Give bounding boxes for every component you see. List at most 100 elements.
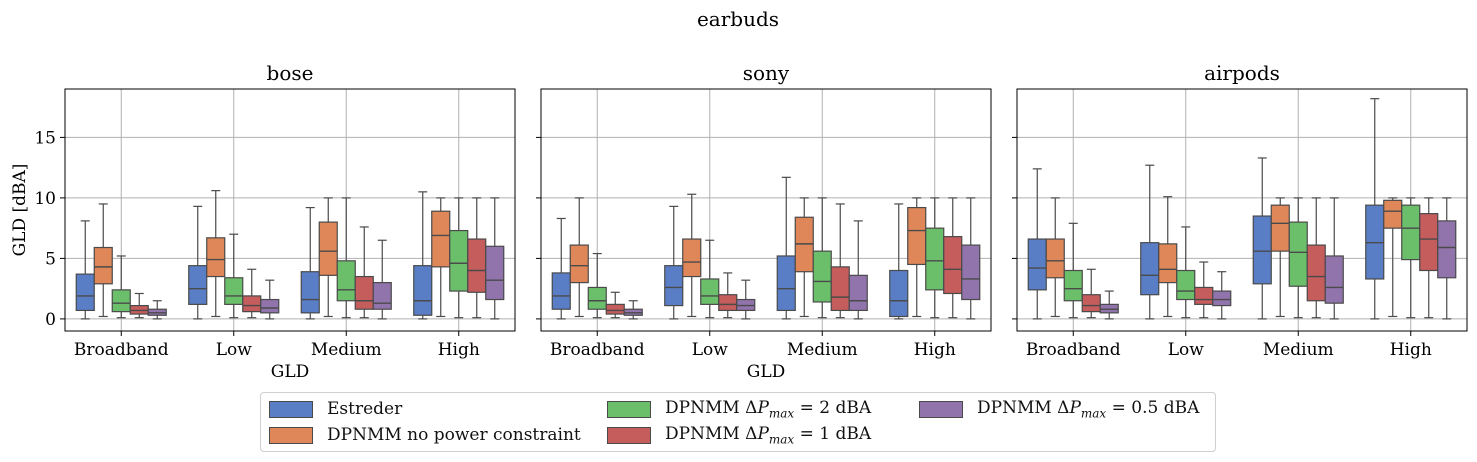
box-broadband-3: [1081, 268, 1101, 319]
legend-label: DPNMM ΔPmax = 1 dBA: [665, 423, 872, 447]
box-medium-3: [830, 203, 850, 319]
legend-item-estreder: Estreder: [269, 398, 402, 420]
box-low-4: [1212, 271, 1232, 320]
box-body: [848, 274, 868, 312]
box-body: [1212, 290, 1232, 307]
box-body: [587, 286, 607, 310]
box-body: [889, 269, 909, 318]
box-low-3: [718, 272, 738, 319]
legend-item-1dba: DPNMM ΔPmax = 1 dBA: [607, 424, 871, 446]
x-tick-label: Low: [1168, 340, 1205, 360]
box-body: [812, 250, 832, 303]
legend-item-no-power-constraint: DPNMM no power constraint: [269, 424, 581, 446]
box-high-3: [943, 197, 963, 319]
box-body: [1383, 199, 1403, 229]
box-body: [718, 294, 738, 312]
box-body: [776, 255, 796, 312]
box-broadband-1: [93, 203, 113, 318]
box-body: [336, 260, 356, 302]
box-broadband-1: [569, 197, 589, 318]
box-body: [260, 298, 280, 314]
y-tick-label: 0: [45, 310, 56, 330]
box-medium-0: [776, 176, 796, 320]
box-high-2: [925, 197, 945, 319]
box-high-4: [961, 197, 981, 320]
x-tick-label: Low: [216, 340, 253, 360]
box-body: [700, 278, 720, 305]
box-high-4: [485, 197, 505, 320]
box-body: [1401, 204, 1421, 261]
box-low-2: [224, 233, 244, 319]
legend-label: DPNMM no power constraint: [327, 425, 581, 445]
box-low-0: [188, 205, 208, 320]
x-tick-label: Low: [692, 340, 729, 360]
box-broadband-2: [587, 252, 607, 319]
box-body: [1158, 243, 1178, 284]
box-body: [1270, 204, 1290, 252]
box-body: [664, 265, 684, 307]
panel-title: sony: [743, 61, 790, 85]
x-tick-label: Broadband: [1026, 340, 1121, 360]
box-broadband-3: [605, 291, 625, 319]
box-body: [111, 289, 131, 313]
box-broadband-3: [129, 292, 149, 319]
box-body: [93, 246, 113, 285]
legend-swatch: [269, 426, 313, 444]
box-body: [449, 229, 469, 292]
box-high-1: [1383, 197, 1403, 318]
box-high-1: [907, 197, 927, 318]
box-body: [467, 238, 487, 293]
panel-sony: Broadband Low Medium High sony GLD: [536, 61, 992, 382]
legend-swatch: [607, 426, 651, 444]
box-body: [943, 236, 963, 295]
box-body: [1176, 269, 1196, 301]
x-tick-label: Medium: [1263, 340, 1334, 360]
legend-swatch: [919, 400, 963, 418]
box-body: [551, 272, 571, 310]
box-high-4: [1437, 197, 1457, 320]
x-axis-label: GLD: [747, 362, 786, 382]
box-medium-4: [1324, 197, 1344, 320]
x-tick-label: Medium: [787, 340, 858, 360]
box-body: [907, 206, 927, 266]
x-axis-label: GLD: [271, 362, 310, 382]
box-body: [1081, 294, 1101, 313]
box-broadband-2: [1063, 222, 1083, 319]
box-body: [1140, 242, 1160, 296]
box-body: [75, 273, 95, 312]
box-low-0: [664, 205, 684, 320]
box-broadband-0: [1027, 168, 1047, 320]
box-low-4: [260, 279, 280, 320]
box-medium-1: [318, 197, 338, 318]
box-medium-3: [354, 226, 374, 319]
box-body: [1324, 255, 1344, 304]
box-body: [300, 271, 320, 314]
box-broadband-1: [1045, 197, 1065, 318]
box-high-3: [1419, 197, 1439, 319]
legend-item-0-5dba: DPNMM ΔPmax = 0.5 dBA: [919, 398, 1199, 420]
panel-airpods: Broadband Low Medium High airpods: [1012, 61, 1468, 360]
box-medium-1: [794, 197, 814, 318]
box-medium-0: [300, 206, 320, 320]
box-body: [318, 221, 338, 276]
box-body: [682, 238, 702, 278]
box-low-2: [1176, 226, 1196, 319]
panel-bose: 0 5 10 15 Broadband Low Medium High bose GLD GLD […: [10, 61, 516, 382]
box-medium-2: [812, 197, 832, 319]
box-body: [961, 244, 981, 301]
box-high-0: [1365, 98, 1385, 320]
box-body: [206, 237, 226, 278]
box-body: [224, 277, 244, 305]
x-tick-label: High: [914, 340, 956, 360]
box-body: [188, 265, 208, 305]
box-body: [354, 275, 374, 310]
panels: 0 5 10 15 Broadband Low Medium High bose GLD GLD […: [10, 61, 1468, 382]
axes-frame: [1016, 88, 1468, 332]
box-medium-1: [1270, 197, 1290, 318]
box-medium-4: [372, 239, 392, 320]
box-low-3: [1194, 261, 1214, 319]
panel-title: airpods: [1204, 61, 1280, 85]
box-body: [569, 244, 589, 284]
box-broadband-0: [75, 220, 95, 320]
